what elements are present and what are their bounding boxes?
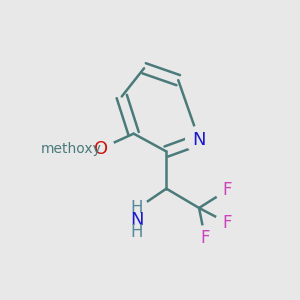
Text: H: H <box>130 199 143 217</box>
Circle shape <box>108 193 150 235</box>
Circle shape <box>50 128 92 169</box>
Circle shape <box>186 126 212 153</box>
Text: methoxy: methoxy <box>41 142 102 155</box>
Text: N: N <box>130 211 143 229</box>
Text: N: N <box>192 130 206 148</box>
Text: O: O <box>94 140 108 158</box>
Circle shape <box>88 135 114 162</box>
Text: F: F <box>223 181 232 199</box>
Circle shape <box>215 178 239 202</box>
Text: F: F <box>200 229 210 247</box>
Circle shape <box>215 211 239 235</box>
Text: H: H <box>130 223 143 241</box>
Text: F: F <box>223 214 232 232</box>
Circle shape <box>193 226 217 250</box>
